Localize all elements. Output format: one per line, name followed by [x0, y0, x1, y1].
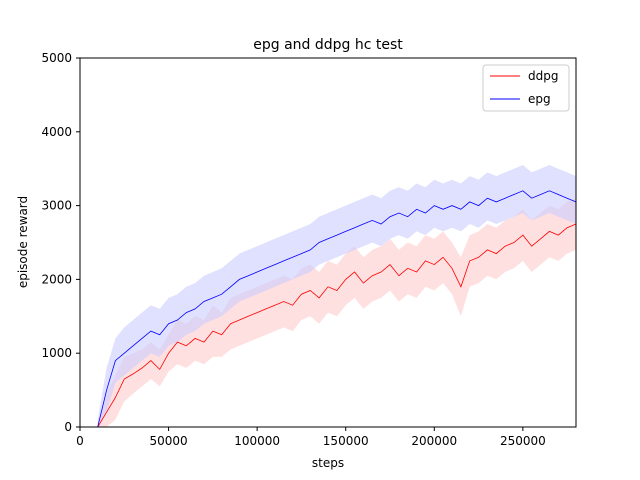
y-axis-label: episode reward: [16, 196, 30, 288]
y-tick-label: 0: [64, 420, 72, 434]
x-tick-label: 50000: [149, 434, 187, 448]
plot-area: [97, 165, 577, 428]
y-tick-label: 3000: [41, 199, 72, 213]
y-axis: 0 1000 2000 3000 4000 5000: [41, 51, 80, 434]
legend-ddpg-label: ddpg: [528, 69, 558, 83]
series-epg-line: [97, 190, 577, 428]
chart-title: epg and ddpg hc test: [253, 37, 403, 53]
x-tick-label: 100000: [234, 434, 280, 448]
x-axis-label: steps: [312, 456, 344, 470]
x-tick-label: 250000: [500, 434, 546, 448]
x-tick-label: 150000: [323, 434, 369, 448]
x-axis: 0 50000 100000 150000 200000 250000: [76, 427, 546, 448]
y-tick-label: 2000: [41, 272, 72, 286]
series-ddpg-band: [97, 198, 576, 427]
y-tick-label: 1000: [41, 346, 72, 360]
y-tick-label: 4000: [41, 125, 72, 139]
axes-frame: [79, 57, 577, 428]
series-epg-band: [97, 165, 576, 427]
x-tick-label: 0: [76, 434, 84, 448]
legend: ddpg epg: [482, 64, 570, 112]
y-tick-label: 5000: [41, 51, 72, 65]
legend-epg-label: epg: [528, 92, 551, 106]
series-ddpg-line: [97, 223, 577, 428]
x-tick-label: 200000: [411, 434, 457, 448]
